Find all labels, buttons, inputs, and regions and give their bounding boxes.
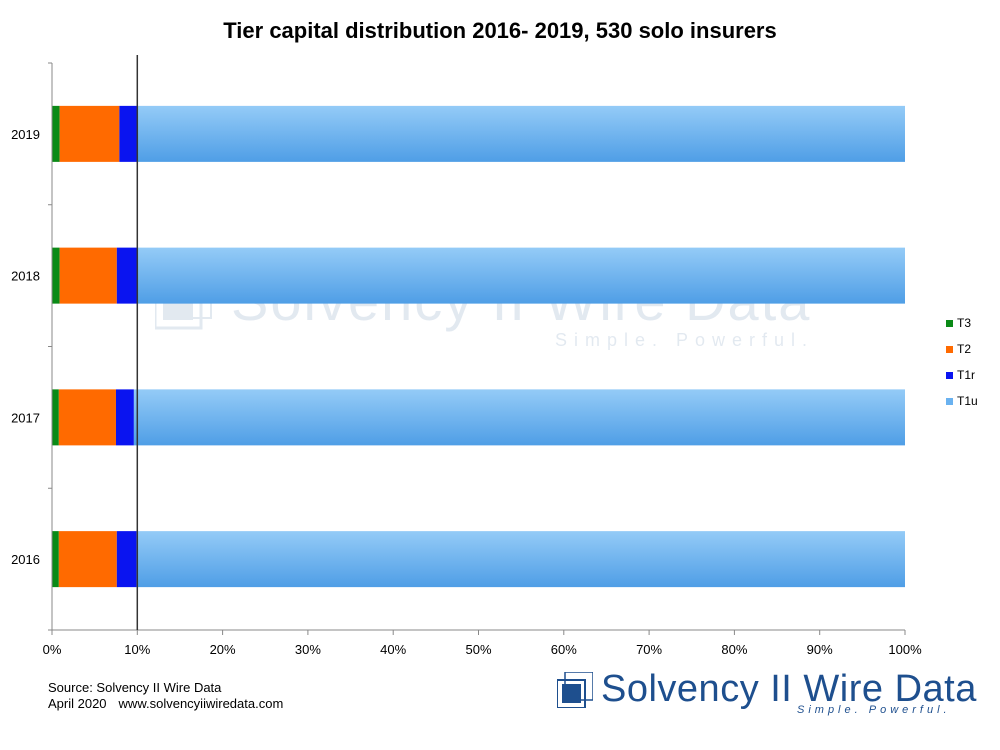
x-tick-label-0pct: 0%	[43, 642, 62, 657]
y-tick-label-2016: 2016	[11, 552, 40, 567]
bar-t1u-2016	[136, 531, 905, 588]
x-tick-label-50pct: 50%	[465, 642, 491, 657]
bar-t3-2017	[52, 389, 59, 446]
bar-t1r-2017	[115, 389, 134, 446]
chart-legend: T3 T2 T1r T1u	[946, 310, 978, 414]
x-tick-label-70pct: 70%	[636, 642, 662, 657]
x-tick-label-60pct: 60%	[551, 642, 577, 657]
legend-swatch	[946, 371, 953, 379]
logo-tagline: Simple. Powerful.	[797, 704, 951, 716]
bar-t2-2017	[58, 389, 116, 446]
source-note: Source: Solvency II Wire Data April 2020…	[48, 680, 283, 712]
x-tick-label-80pct: 80%	[721, 642, 747, 657]
x-tick-label-40pct: 40%	[380, 642, 406, 657]
y-tick-label-2017: 2017	[11, 410, 40, 425]
legend-item-t3: T3	[946, 310, 978, 336]
legend-swatch	[946, 319, 953, 327]
legend-item-t1u: T1u	[946, 388, 978, 414]
legend-label: T2	[957, 342, 972, 356]
bar-t1u-2019	[137, 105, 906, 162]
source-date: April 2020	[48, 696, 107, 711]
bar-t1r-2019	[119, 105, 138, 162]
bar-t3-2018	[52, 247, 60, 304]
bar-t1r-2018	[116, 247, 138, 304]
x-tick-label-100pct: 100%	[888, 642, 922, 657]
bar-t2-2019	[59, 105, 120, 162]
legend-swatch	[946, 345, 953, 353]
logo-text: Solvency II Wire Data	[601, 668, 977, 710]
brand-logo: Solvency II Wire Data Simple. Powerful.	[557, 668, 976, 718]
source-date-line: April 2020 www.solvencyiiwiredata.com	[48, 696, 283, 712]
bar-t2-2016	[58, 531, 117, 588]
source-url: www.solvencyiiwiredata.com	[118, 696, 284, 711]
bar-t3-2016	[52, 531, 59, 588]
legend-swatch	[946, 397, 953, 405]
chart-title: Tier capital distribution 2016- 2019, 53…	[223, 18, 777, 43]
bar-t3-2019	[52, 105, 60, 162]
x-tick-label-20pct: 20%	[210, 642, 236, 657]
bar-t1u-2018	[137, 247, 906, 304]
y-tick-label-2019: 2019	[11, 127, 40, 142]
bar-t2-2018	[59, 247, 117, 304]
x-tick-label-30pct: 30%	[295, 642, 321, 657]
legend-item-t1r: T1r	[946, 362, 978, 388]
y-tick-label-2018: 2018	[11, 269, 40, 284]
bar-t1r-2016	[116, 531, 137, 588]
legend-label: T1u	[957, 394, 978, 408]
x-tick-label-10pct: 10%	[124, 642, 150, 657]
source-text: Source: Solvency II Wire Data	[48, 680, 222, 695]
x-tick-label-90pct: 90%	[807, 642, 833, 657]
legend-label: T3	[957, 316, 972, 330]
logo-mark-icon	[557, 672, 593, 708]
legend-item-t2: T2	[946, 336, 978, 362]
bar-t1u-2017	[133, 389, 905, 446]
legend-label: T1r	[957, 368, 975, 382]
